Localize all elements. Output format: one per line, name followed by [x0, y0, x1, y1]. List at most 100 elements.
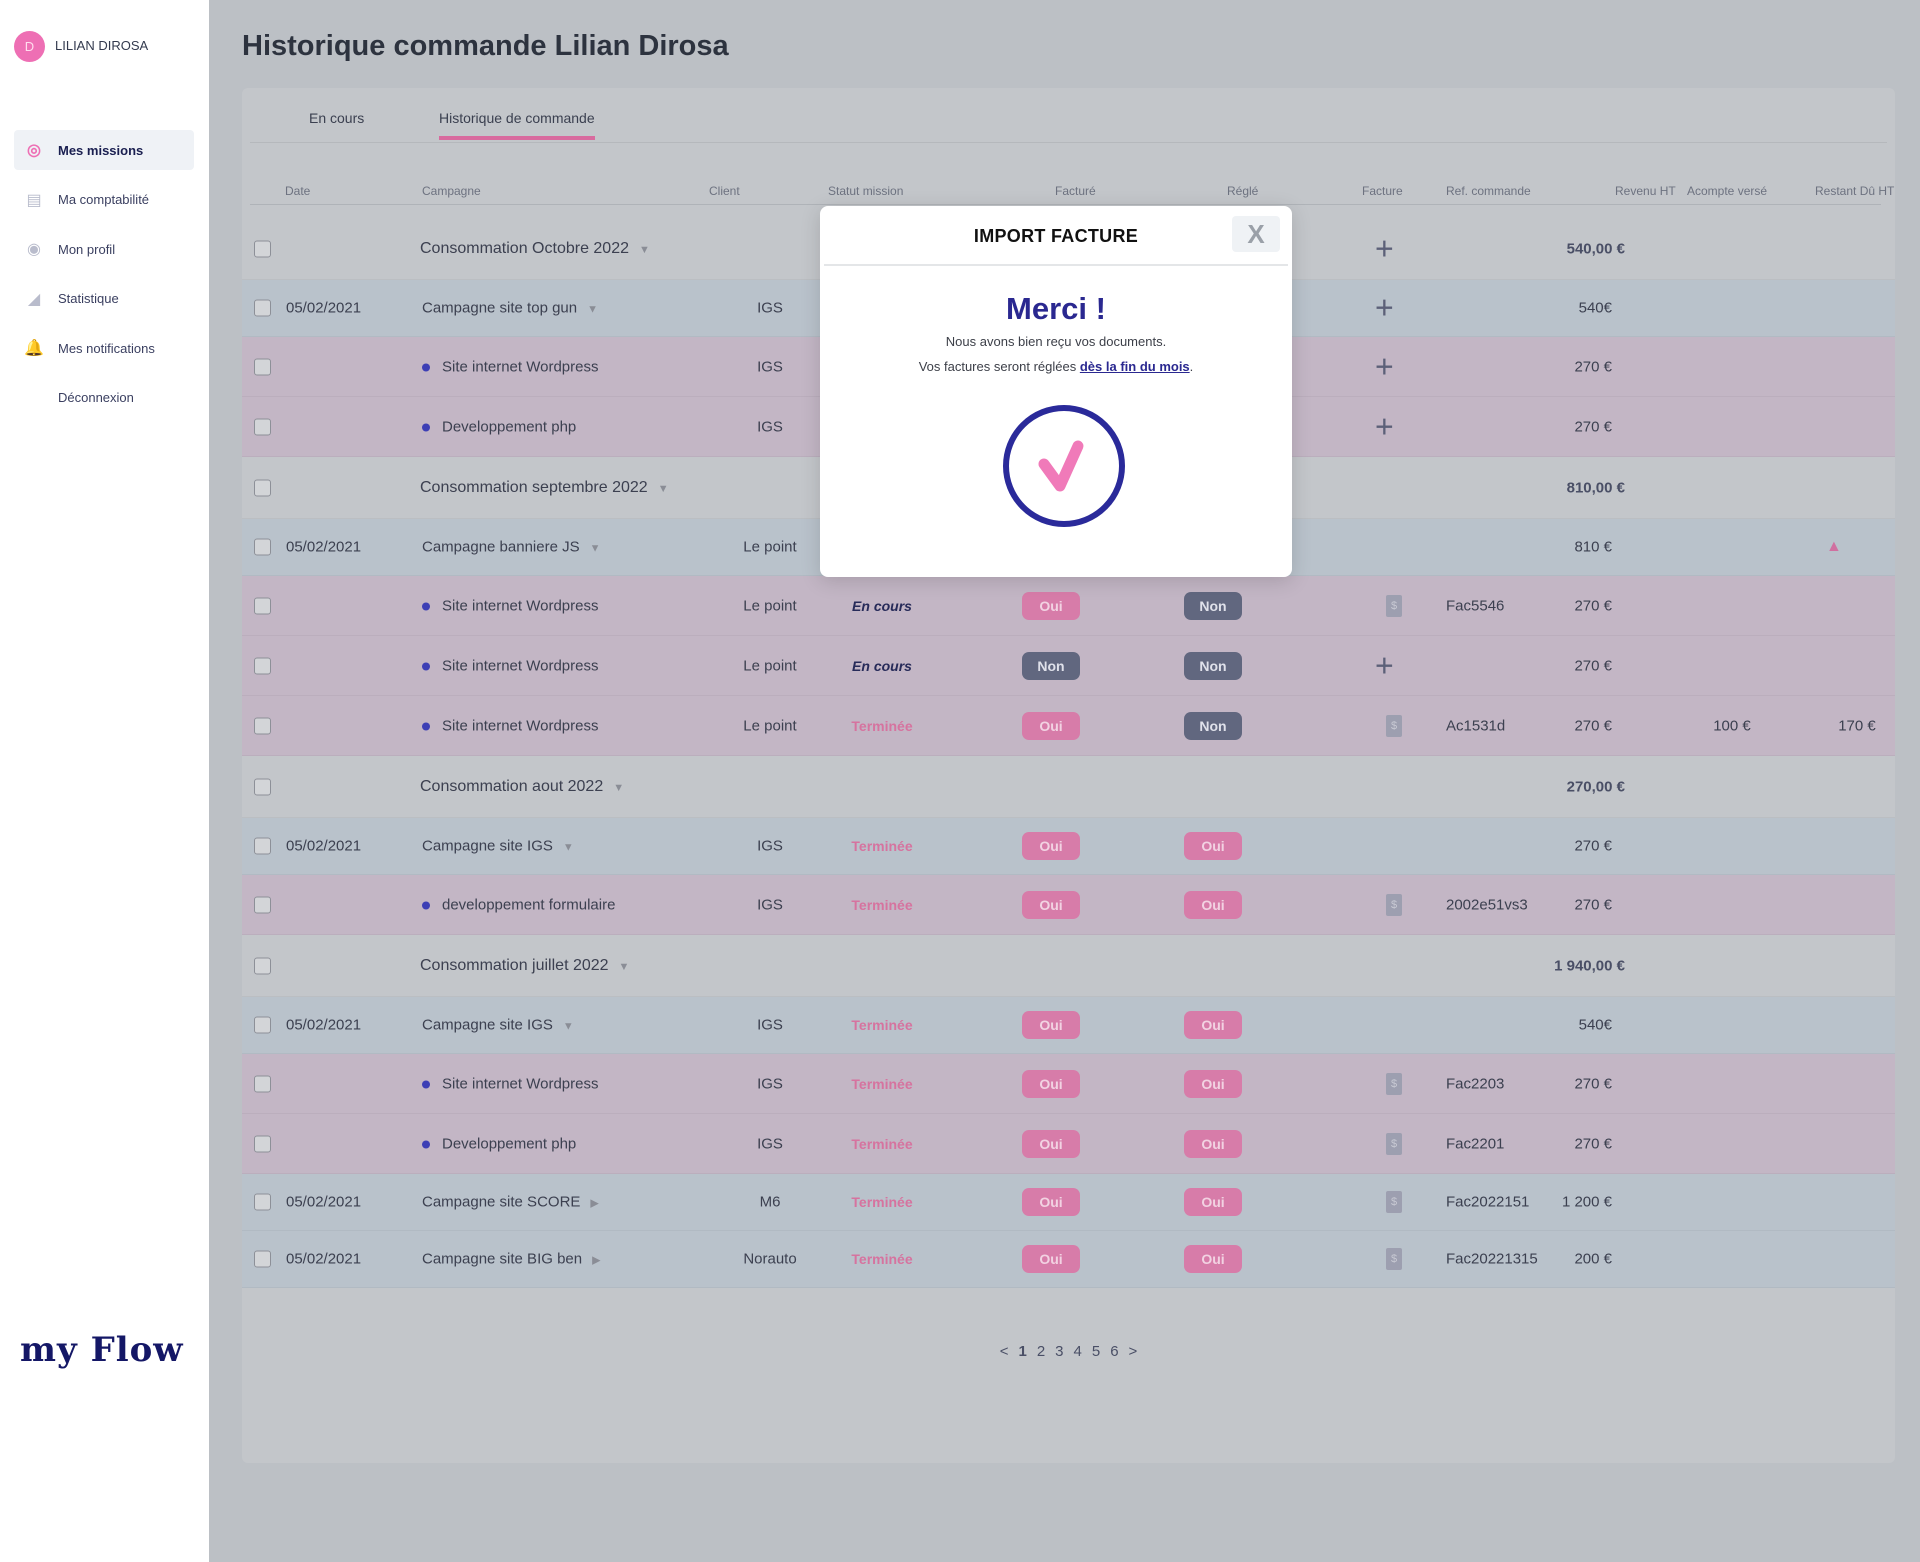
caret-down-icon[interactable]: ▼	[562, 841, 574, 854]
pagination-page[interactable]: 5	[1091, 1343, 1101, 1360]
facture-badge[interactable]: Oui	[1022, 711, 1080, 740]
row-checkbox[interactable]	[254, 597, 271, 614]
regle-badge[interactable]: Oui	[1184, 890, 1242, 919]
row-checkbox[interactable]	[254, 657, 271, 674]
facture-badge[interactable]: Non	[1022, 651, 1080, 680]
invoice-file-icon[interactable]: $	[1386, 893, 1402, 916]
sidebar-item[interactable]: ▤ Ma comptabilité	[14, 180, 194, 220]
column-header[interactable]: Campagne	[422, 184, 481, 198]
add-invoice-icon[interactable]: +	[1375, 289, 1394, 326]
column-header[interactable]: Ref. commande	[1446, 184, 1531, 198]
campaign-cell[interactable]: Campagne site IGS ▼	[422, 1017, 574, 1034]
campaign-cell[interactable]: Consommation Octobre 2022 ▼	[420, 240, 650, 258]
sidebar-item[interactable]: ◉ Mon profil	[14, 229, 194, 269]
row-checkbox[interactable]	[254, 778, 271, 795]
column-header[interactable]: Date	[285, 184, 311, 198]
invoice-file-icon[interactable]: $	[1386, 1132, 1402, 1155]
end-of-month-link[interactable]: dès la fin du mois	[1079, 359, 1190, 374]
caret-down-icon[interactable]: ▼	[639, 243, 650, 256]
facture-badge[interactable]: Oui	[1022, 832, 1080, 860]
facture-badge[interactable]: Oui	[1022, 591, 1080, 620]
campaign-cell[interactable]: Consommation aout 2022 ▼	[420, 778, 624, 796]
campaign-cell[interactable]: Consommation juillet 2022 ▼	[420, 957, 629, 975]
add-invoice-icon[interactable]: +	[1375, 348, 1394, 384]
facture-badge[interactable]: Oui	[1022, 1011, 1080, 1039]
regle-badge[interactable]: Non	[1184, 591, 1242, 620]
pagination-page[interactable]: 4	[1073, 1343, 1082, 1360]
row-checkbox[interactable]	[254, 717, 271, 734]
caret-right-icon[interactable]: ▶	[592, 1254, 601, 1267]
avatar[interactable]: D	[14, 31, 45, 62]
facture-badge[interactable]: Oui	[1022, 1188, 1080, 1216]
caret-right-icon[interactable]: ▶	[590, 1197, 599, 1210]
invoice-file-icon[interactable]: $	[1386, 1072, 1402, 1095]
alert-icon[interactable]: ▲	[1826, 538, 1842, 555]
row-checkbox[interactable]	[254, 1016, 271, 1034]
column-header[interactable]: Restant Dû HT	[1815, 184, 1895, 198]
invoice-file-icon[interactable]: $	[1386, 1191, 1402, 1213]
regle-badge[interactable]: Oui	[1184, 1188, 1242, 1216]
row-checkbox[interactable]	[254, 1193, 271, 1211]
campaign-cell[interactable]: Campagne banniere JS ▼	[422, 539, 601, 556]
myflow-logo[interactable]: my Flow	[20, 1330, 184, 1370]
column-header[interactable]: Réglé	[1227, 184, 1259, 198]
add-invoice-icon[interactable]: +	[1375, 408, 1394, 444]
row-checkbox[interactable]	[254, 957, 271, 974]
campaign-cell[interactable]: Campagne site BIG ben ▶	[422, 1251, 601, 1268]
pagination-page[interactable]: 3	[1055, 1343, 1064, 1360]
sidebar-item[interactable]: ◢ Statistique	[14, 279, 194, 319]
row-checkbox[interactable]	[254, 1075, 271, 1092]
close-button[interactable]: X	[1232, 216, 1280, 252]
sidebar-item[interactable]: ◎ Mes missions	[14, 130, 194, 170]
facture-badge[interactable]: Oui	[1022, 1069, 1080, 1098]
facture-badge[interactable]: Oui	[1022, 1245, 1080, 1273]
pagination-page[interactable]: 2	[1036, 1343, 1046, 1360]
add-invoice-icon[interactable]: +	[1375, 230, 1394, 266]
row-checkbox[interactable]	[254, 837, 271, 855]
regle-badge[interactable]: Oui	[1184, 1011, 1242, 1039]
invoice-file-icon[interactable]: $	[1386, 594, 1402, 617]
row-checkbox[interactable]	[254, 479, 271, 496]
column-header[interactable]: Client	[709, 184, 740, 198]
sidebar-item[interactable]: 🔔 Mes notifications	[14, 328, 194, 368]
add-invoice-icon[interactable]: +	[1375, 647, 1394, 683]
regle-badge[interactable]: Oui	[1184, 1129, 1242, 1158]
regle-badge[interactable]: Oui	[1184, 832, 1242, 860]
row-checkbox[interactable]	[254, 358, 271, 375]
row-checkbox[interactable]	[254, 299, 271, 317]
campaign-cell[interactable]: Consommation septembre 2022 ▼	[420, 479, 669, 497]
invoice-file-icon[interactable]: $	[1386, 714, 1402, 737]
row-checkbox[interactable]	[254, 896, 271, 913]
caret-down-icon[interactable]: ▼	[562, 1020, 574, 1033]
campaign-cell[interactable]: Campagne site top gun ▼	[422, 300, 598, 317]
caret-down-icon[interactable]: ▼	[589, 542, 601, 555]
facture-badge[interactable]: Oui	[1022, 890, 1080, 919]
sidebar-item[interactable]: Déconnexion	[14, 378, 194, 418]
column-header[interactable]: Facture	[1362, 184, 1403, 198]
row-checkbox[interactable]	[254, 1135, 271, 1152]
pagination-page[interactable]: 1	[1018, 1343, 1027, 1360]
regle-badge[interactable]: Oui	[1184, 1245, 1242, 1273]
row-checkbox[interactable]	[254, 538, 271, 556]
tab-historique[interactable]: Historique de commande	[439, 110, 595, 140]
regle-badge[interactable]: Non	[1184, 651, 1242, 680]
column-header[interactable]: Facturé	[1055, 184, 1096, 198]
regle-badge[interactable]: Oui	[1184, 1069, 1242, 1098]
pagination-page[interactable]: 6	[1110, 1343, 1119, 1360]
facture-badge[interactable]: Oui	[1022, 1129, 1080, 1158]
regle-badge[interactable]: Non	[1184, 711, 1242, 740]
pagination-prev[interactable]: <	[999, 1343, 1009, 1360]
pagination-next[interactable]: >	[1128, 1343, 1138, 1360]
column-header[interactable]: Acompte versé	[1687, 184, 1768, 198]
campaign-cell[interactable]: Campagne site SCORE ▶	[422, 1194, 599, 1211]
caret-down-icon[interactable]: ▼	[618, 960, 630, 973]
row-checkbox[interactable]	[254, 418, 271, 435]
campaign-cell[interactable]: Campagne site IGS ▼	[422, 838, 574, 855]
tab-en-cours[interactable]: En cours	[309, 110, 365, 126]
caret-down-icon[interactable]: ▼	[657, 482, 669, 495]
invoice-file-icon[interactable]: $	[1386, 1248, 1402, 1270]
caret-down-icon[interactable]: ▼	[587, 303, 598, 316]
column-header[interactable]: Statut mission	[828, 184, 904, 198]
caret-down-icon[interactable]: ▼	[613, 781, 625, 794]
row-checkbox[interactable]	[254, 1250, 271, 1268]
